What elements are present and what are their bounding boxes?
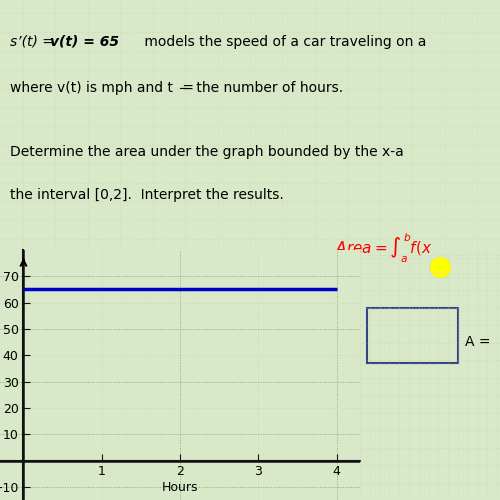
Text: the interval [0,2].  Interpret the results.: the interval [0,2]. Interpret the result… [10,188,284,202]
X-axis label: Hours: Hours [162,481,198,494]
Text: Determine the area under the graph bounded by the x-a: Determine the area under the graph bound… [10,145,404,159]
Text: models the speed of a car traveling on a: models the speed of a car traveling on a [140,35,426,49]
Text: v(t) = 65: v(t) = 65 [50,35,119,49]
Text: A =: A = [465,336,490,349]
Text: the number of hours.: the number of hours. [192,81,344,95]
Text: $\mathit{Area} = \int_a^b f(x$: $\mathit{Area} = \int_a^b f(x$ [335,232,432,266]
Text: where v(t) is mph and t: where v(t) is mph and t [10,81,173,95]
Text: s’(t) =: s’(t) = [10,35,62,49]
Text: =: = [178,81,194,95]
